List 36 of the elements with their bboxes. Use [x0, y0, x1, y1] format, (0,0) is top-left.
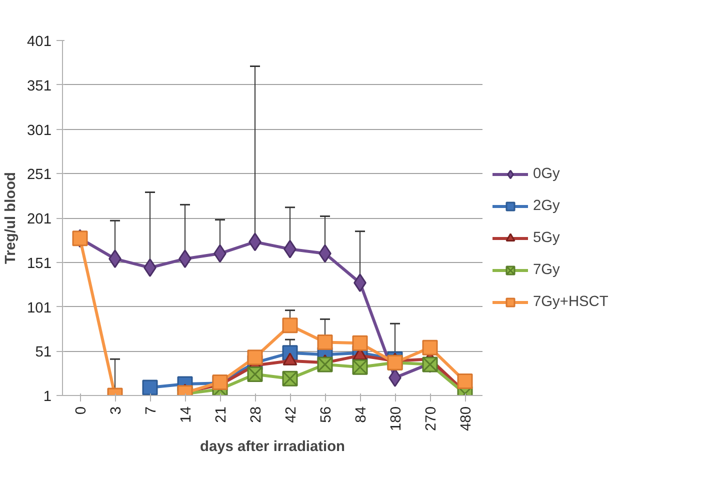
point [422, 340, 438, 356]
y-tick-label: 301 [27, 122, 52, 139]
x-tick-label: 21 [214, 406, 230, 423]
x-tick-label: 42 [284, 406, 300, 423]
x-tick-label: 270 [424, 406, 440, 431]
y-tick-label: 351 [27, 78, 52, 94]
x-tick-label: 28 [248, 406, 264, 423]
y-tick-label: 151 [27, 256, 52, 272]
point [457, 374, 473, 390]
legend-label: 7Gy+HSCT [533, 294, 608, 310]
legend-label: 2Gy [533, 198, 560, 214]
legend-label: 5Gy [533, 230, 560, 246]
x-tick-label: 84 [354, 406, 370, 423]
point [317, 334, 333, 350]
y-tick-label: 401 [27, 34, 52, 50]
x-tick-label: 0 [74, 406, 90, 415]
point [247, 350, 263, 366]
x-tick-label: 180 [388, 406, 404, 431]
y-axis-title: Treg/ul blood [3, 172, 20, 264]
y-tick-label: 1 [43, 389, 52, 405]
x-tick-label: 56 [318, 406, 334, 423]
legend-label: 0Gy [533, 166, 560, 182]
y-tick-label: 201 [27, 212, 52, 228]
point [352, 335, 368, 351]
x-axis-title: days after irradiation [200, 438, 346, 455]
y-tick-label: 101 [27, 300, 52, 316]
x-tick-label: 7 [144, 406, 160, 415]
point [388, 368, 402, 387]
x-tick-label: 3 [108, 406, 124, 415]
x-tick-label: 480 [458, 406, 474, 431]
point [282, 318, 298, 334]
y-tick-label: 51 [35, 344, 52, 361]
y-tick-label: 251 [27, 167, 52, 184]
point [142, 380, 158, 396]
x-tick-label: 14 [178, 406, 194, 423]
legend-label: 7Gy [533, 262, 560, 278]
